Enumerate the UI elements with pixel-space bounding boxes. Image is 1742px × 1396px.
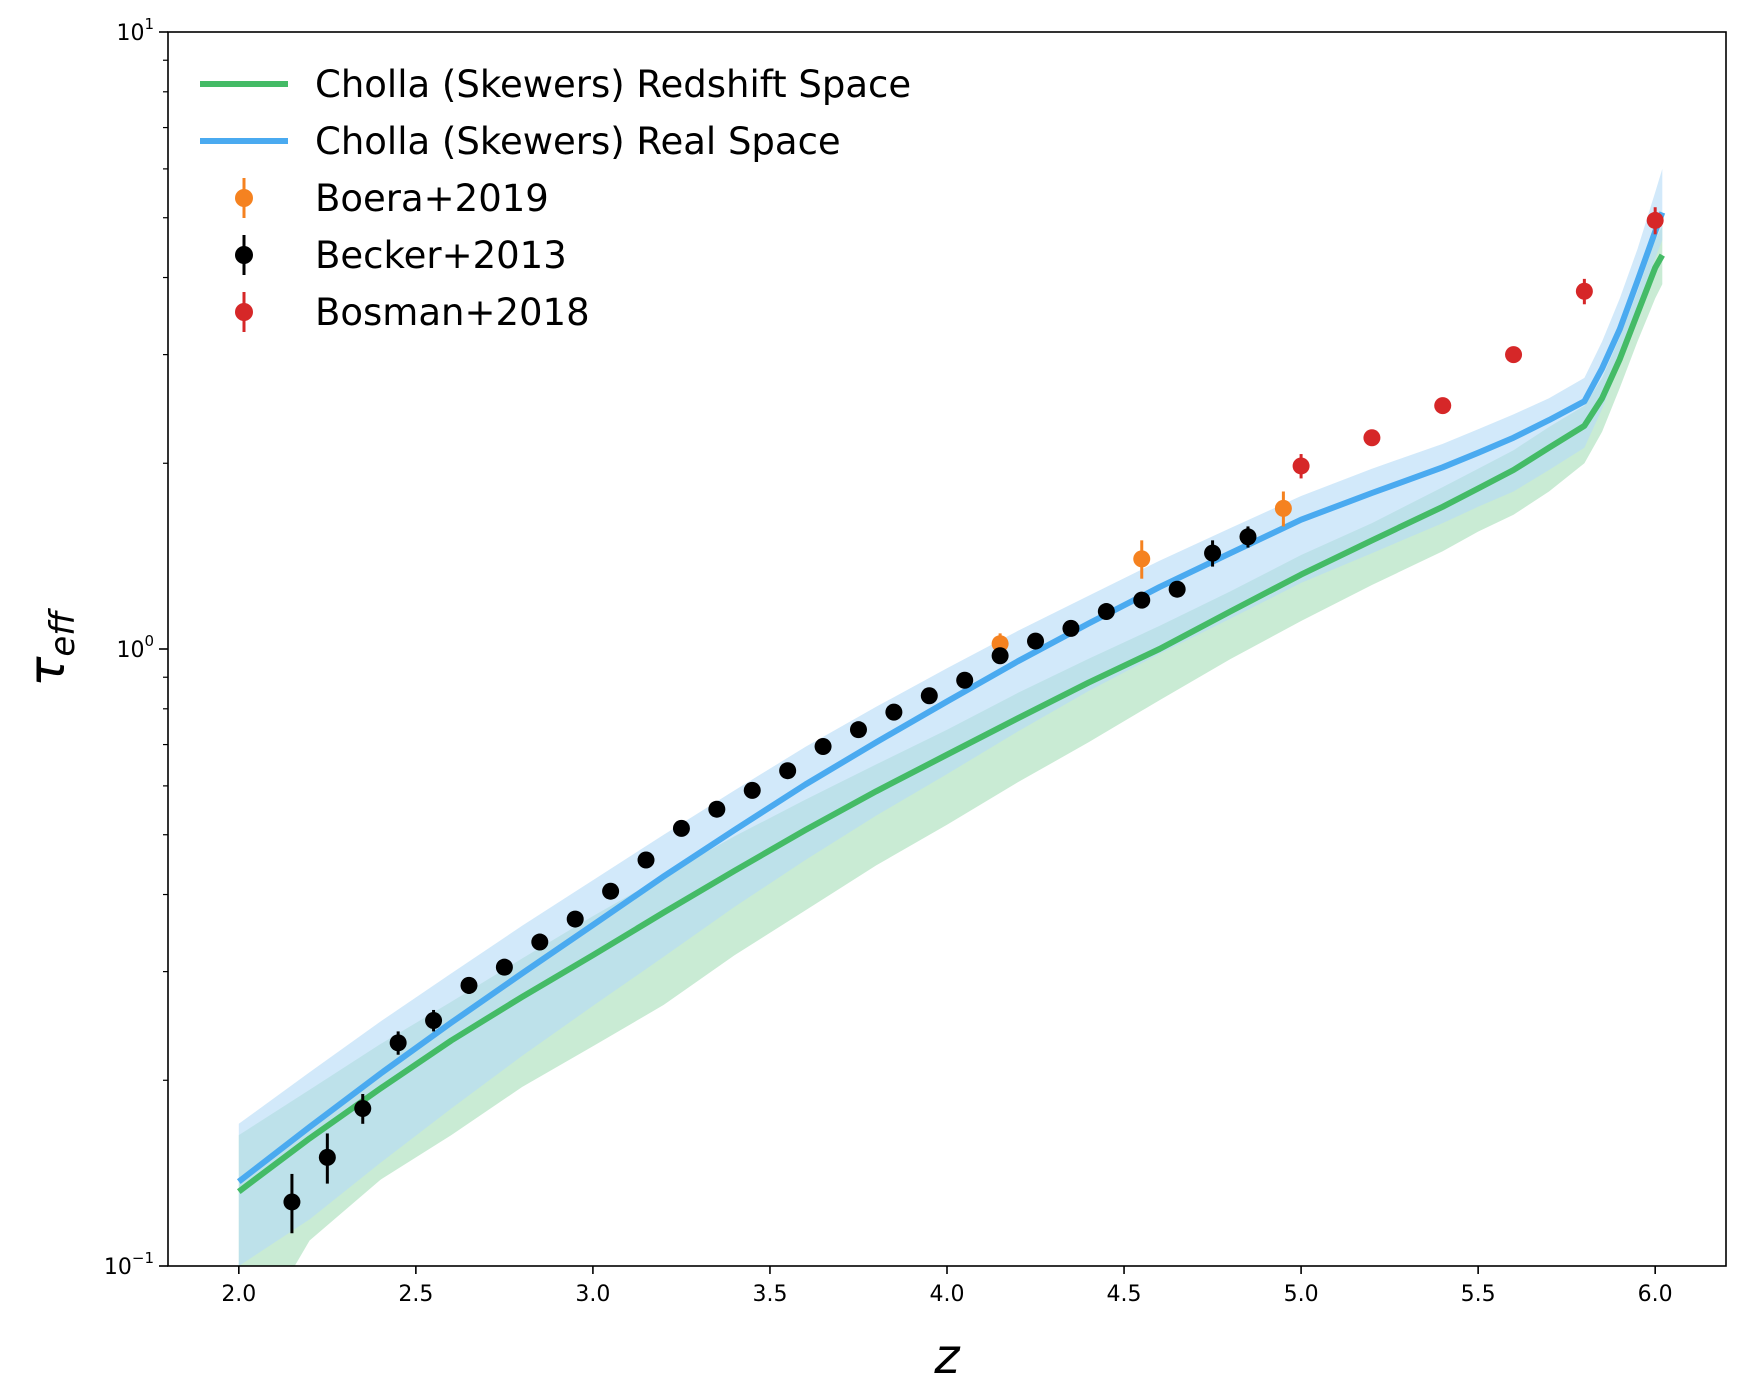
x-tick-label: 4.0 [930,1282,965,1307]
becker-2013-point [1062,619,1080,637]
y-tick-label: 101 [116,15,154,46]
x-tick-label: 5.0 [1284,1282,1319,1307]
x-tick-label: 6.0 [1638,1282,1673,1307]
legend-marker-swatch [235,246,253,264]
y-axis-label: τeff [18,608,83,687]
becker-2013-point [1027,632,1045,650]
boera-2019-point [1274,499,1292,517]
y-tick-exponent: 0 [144,632,154,650]
x-axis-label: z [933,1329,961,1385]
x-tick-label: 2.5 [398,1282,433,1307]
becker-2013-point [425,1011,443,1029]
becker-2013-point [885,703,903,721]
x-tick-label: 2.0 [221,1282,256,1307]
legend: Cholla (Skewers) Redshift Space Cholla (S… [200,63,911,334]
y-tick-exponent: 1 [144,15,154,33]
legend-label: Cholla (Skewers) Real Space [315,120,841,163]
becker-2013-point [1097,603,1115,621]
cholla-skewers-redshift-space-line [236,253,1665,1194]
bosman-2018-point [1363,429,1381,447]
bosman-2018-point [1646,211,1664,229]
becker-2013-point [566,910,584,928]
y-axis-label-main: τ [18,656,76,687]
uncertainty-bands [238,168,1663,1266]
becker-2013-point [672,819,690,837]
becker-2013-point [956,671,974,689]
legend-marker-swatch [235,303,253,321]
model-lines [236,211,1666,1194]
bosman-2018-point [1505,346,1523,364]
bosman-2018-point [1575,282,1593,300]
becker-2013-point [602,882,620,900]
becker-2013-point [354,1099,372,1117]
becker-2013-point [389,1034,407,1052]
becker-2013-point [637,851,655,869]
bosman-2018-point [1434,397,1452,415]
x-tick-label: 3.5 [752,1282,787,1307]
y-tick-label: 100 [116,632,154,663]
becker-2013-point [920,687,938,705]
y-tick-label: 10−1 [104,1249,154,1280]
observational-points [283,207,1664,1234]
becker-2013-point [779,762,797,780]
becker-2013-point [495,958,513,976]
y-tick-exponent: −1 [132,1249,154,1267]
y-tick-base: 10 [104,1255,132,1280]
legend-label: Cholla (Skewers) Redshift Space [315,63,911,106]
cholla-skewers-real-space-line [236,211,1666,1184]
boera-2019-point [1133,550,1151,568]
becker-2013-point [708,800,726,818]
x-tick-label: 4.5 [1107,1282,1142,1307]
becker-2013-point [814,737,832,755]
becker-2013-point [849,721,867,739]
bosman-2018-point [1292,457,1310,475]
legend-marker-swatch [235,189,253,207]
becker-2013-point [1168,580,1186,598]
y-axis-label-sub: eff [43,608,83,657]
y-tick-base: 10 [116,21,144,46]
legend-label: Boera+2019 [315,177,549,220]
becker-2013-point [283,1193,301,1211]
becker-2013-point [743,781,761,799]
x-axis-ticks: 2.0 2.5 3.0 3.5 4.0 4.5 5.0 5.5 6.0 [221,1266,1673,1307]
legend-label: Becker+2013 [315,234,567,277]
becker-2013-point [460,976,478,994]
becker-2013-point [1239,528,1257,546]
becker-2013-point [318,1148,336,1166]
cholla-skewers-real-space-band [238,168,1663,1266]
boera-2019-point [991,635,1009,653]
y-tick-base: 10 [116,638,144,663]
becker-2013-point [1204,544,1222,562]
x-tick-label: 5.5 [1461,1282,1496,1307]
becker-2013-point [531,933,549,951]
becker-2013-point [1133,591,1151,609]
becker-2013-point [991,647,1009,665]
legend-label: Bosman+2018 [315,291,590,334]
x-tick-label: 3.0 [575,1282,610,1307]
